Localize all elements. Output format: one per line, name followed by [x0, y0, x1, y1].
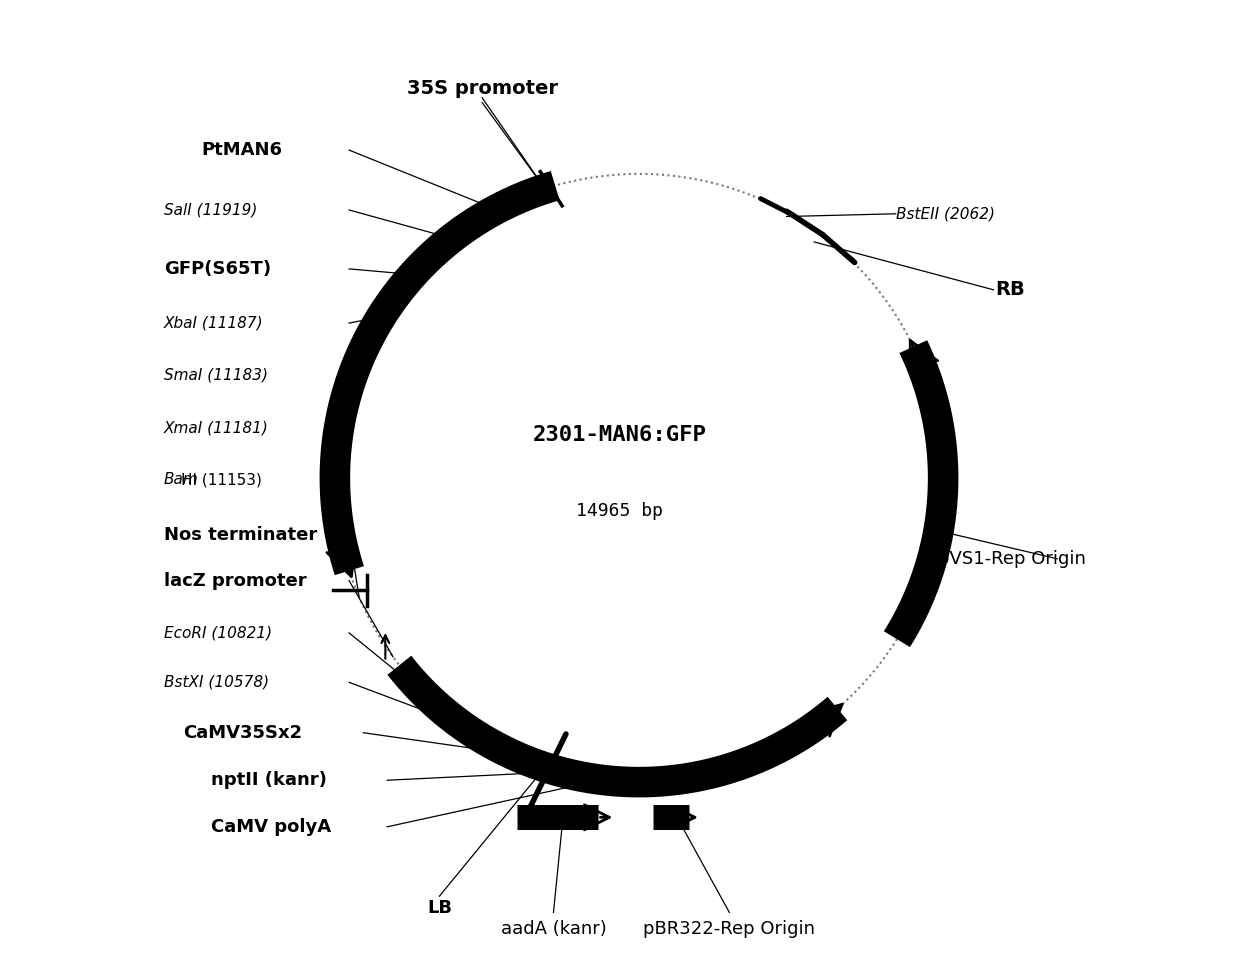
Text: pBR322-Rep Origin: pBR322-Rep Origin: [644, 920, 816, 938]
Text: 2301-MAN6:GFP: 2301-MAN6:GFP: [533, 425, 707, 445]
Text: CaMV polyA: CaMV polyA: [211, 817, 331, 836]
Text: BstXI (10578): BstXI (10578): [164, 675, 269, 690]
Text: EcoRI (10821): EcoRI (10821): [164, 625, 272, 641]
Text: BstEII (2062): BstEII (2062): [895, 206, 994, 221]
Text: pVS1-Rep Origin: pVS1-Rep Origin: [937, 550, 1086, 568]
Text: nptII (kanr): nptII (kanr): [211, 771, 327, 790]
Text: 35S promoter: 35S promoter: [407, 78, 558, 98]
Text: Nos terminater: Nos terminater: [164, 526, 317, 544]
Text: PtMAN6: PtMAN6: [202, 141, 283, 159]
Text: XmaI (11181): XmaI (11181): [164, 420, 269, 435]
Text: LB: LB: [427, 899, 451, 917]
Text: Bam: Bam: [164, 472, 198, 488]
Text: XbaI (11187): XbaI (11187): [164, 315, 263, 331]
Text: RB: RB: [996, 280, 1025, 299]
Text: aadA (kanr): aadA (kanr): [501, 920, 606, 938]
Text: SmaI (11183): SmaI (11183): [164, 368, 268, 382]
Text: HI (11153): HI (11153): [181, 472, 262, 488]
Text: SalI (11919): SalI (11919): [164, 203, 257, 217]
Text: GFP(S65T): GFP(S65T): [164, 260, 270, 278]
Text: 14965 bp: 14965 bp: [577, 502, 663, 520]
Text: lacZ promoter: lacZ promoter: [164, 572, 306, 590]
Text: CaMV35Sx2: CaMV35Sx2: [182, 724, 301, 742]
